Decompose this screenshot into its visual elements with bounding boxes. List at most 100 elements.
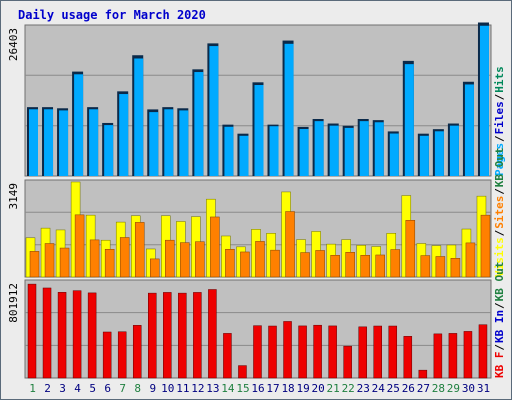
visits-panel-bar-sites-9	[150, 258, 160, 278]
visits-panel-bar-sites-10	[165, 239, 175, 278]
visits-panel-bar-sites-2	[44, 243, 55, 278]
x-tick-label-16: 16	[251, 382, 264, 395]
visits-panel-bar-sites-26	[405, 220, 416, 278]
kbytes-panel-bar-kbf-9	[148, 292, 157, 379]
hits-panel-bar-files-27	[419, 135, 429, 176]
visits-panel-legend-separator-1: /	[493, 229, 506, 236]
x-tick-label-30: 30	[462, 382, 475, 395]
visits-panel-bar-sites-19	[300, 252, 310, 278]
x-tick-label-23: 23	[357, 382, 370, 395]
hits-panel-legend-hits: Hits	[493, 66, 506, 93]
visits-panel-legend-kb-out: KB Out	[493, 147, 506, 187]
chart-title: Daily usage for March 2020	[18, 8, 206, 22]
x-tick-label-28: 28	[432, 382, 445, 395]
hits-panel-bar-files-19	[299, 129, 309, 176]
hits-panel-legend-separator-1: /	[493, 135, 506, 142]
hits-panel-bar-files-1	[29, 109, 38, 176]
hits-panel-bar-files-24	[374, 122, 384, 176]
kbytes-panel-bar-kbf-4	[72, 290, 82, 379]
kbytes-panel-bar-kbf-15	[238, 365, 247, 379]
hits-panel-bar-files-5	[89, 109, 99, 176]
visits-panel-bar-sites-13	[210, 216, 220, 278]
x-tick-label-11: 11	[176, 382, 189, 395]
visits-panel-legend-visits: Visits	[493, 237, 506, 277]
x-tick-label-5: 5	[89, 382, 96, 395]
x-tick-label-4: 4	[74, 382, 81, 395]
kbytes-panel-bar-kbf-7	[117, 331, 127, 379]
hits-panel-bar-files-11	[179, 110, 189, 176]
x-tick-label-17: 17	[266, 382, 279, 395]
kbytes-panel-legend-separator-1: /	[493, 344, 506, 351]
kbytes-panel-bar-kbf-25	[388, 325, 398, 379]
kbytes-panel-bar-kbf-12	[193, 292, 202, 379]
hits-panel-max-label: 26403	[7, 28, 20, 61]
hits-panel-bar-files-12	[194, 72, 204, 176]
visits-panel-bar-sites-7	[119, 237, 130, 278]
x-tick-label-2: 2	[44, 382, 51, 395]
hits-panel-bar-files-23	[359, 121, 369, 176]
hits-panel-bar-files-29	[449, 125, 459, 176]
hits-panel-legend-separator-2: /	[493, 93, 506, 100]
visits-panel-bar-sites-31	[480, 214, 491, 278]
hits-panel-bar-files-13	[209, 46, 219, 176]
hits-panel-bar-files-4	[74, 74, 84, 176]
x-tick-label-19: 19	[296, 382, 309, 395]
visits-panel-bar-sites-28	[435, 256, 446, 278]
hits-panel-bar-files-15	[239, 135, 249, 176]
x-tick-label-10: 10	[161, 382, 174, 395]
hits-panel-bar-files-17	[269, 126, 279, 176]
visits-panel-bar-sites-17	[270, 249, 280, 278]
x-tick-label-31: 31	[477, 382, 490, 395]
x-tick-label-24: 24	[372, 382, 386, 395]
kbytes-panel-bar-kbf-5	[87, 292, 97, 379]
hits-panel-bar-files-6	[104, 125, 114, 176]
kbytes-panel-bar-kbf-13	[208, 289, 217, 379]
x-tick-label-18: 18	[281, 382, 294, 395]
hits-panel-bar-files-30	[464, 84, 474, 176]
hits-panel-bar-files-31	[479, 25, 489, 176]
kbytes-panel-bar-kbf-28	[433, 333, 443, 379]
hits-panel-bar-files-2	[44, 109, 54, 176]
kbytes-panel-bar-kbf-6	[102, 331, 112, 379]
x-tick-label-25: 25	[387, 382, 400, 395]
visits-panel-legend-sites: Sites	[493, 196, 506, 229]
x-tick-label-1: 1	[29, 382, 36, 395]
kbytes-panel-bar-kbf-3	[57, 292, 67, 379]
visits-panel-bar-sites-12	[195, 241, 205, 278]
x-tick-label-21: 21	[327, 382, 340, 395]
hits-panel-bar-files-20	[314, 121, 324, 176]
hits-panel-bar-files-26	[404, 64, 414, 176]
kbytes-panel-legend-separator-2: /	[493, 302, 506, 309]
hits-panel-bar-files-14	[224, 126, 234, 176]
x-tick-label-29: 29	[447, 382, 460, 395]
kbytes-panel-bar-kbf-23	[358, 326, 367, 379]
hits-panel-bar-files-21	[329, 125, 339, 176]
kbytes-panel-bar-kbf-1	[27, 283, 37, 379]
x-tick-label-15: 15	[236, 382, 249, 395]
x-tick-label-14: 14	[221, 382, 235, 395]
hits-panel-legend-pages: Pages	[493, 143, 506, 176]
visits-panel-bar-sites-25	[390, 249, 401, 278]
hits-panel-bar-files-8	[134, 58, 144, 176]
x-tick-label-26: 26	[402, 382, 415, 395]
kbytes-panel-bar-kbf-29	[448, 333, 458, 379]
visits-panel-legend-separator-2: /	[493, 188, 506, 195]
visits-panel-bar-sites-24	[375, 254, 385, 278]
kbytes-panel-bar-kbf-10	[163, 292, 172, 379]
kbytes-panel-bar-kbf-20	[313, 324, 322, 379]
visits-panel-bar-sites-4	[74, 214, 85, 278]
x-tick-label-27: 27	[417, 382, 430, 395]
hits-panel-bar-files-3	[59, 110, 69, 176]
x-tick-label-8: 8	[134, 382, 141, 395]
visits-panel-bar-sites-11	[180, 242, 190, 278]
kbytes-panel-bar-kbf-31	[478, 324, 488, 379]
hits-panel-bar-files-18	[284, 43, 294, 177]
kbytes-panel-bar-kbf-30	[463, 331, 473, 379]
kbytes-panel-bar-kbf-22	[343, 345, 352, 379]
visits-panel-bar-sites-23	[360, 255, 370, 278]
kbytes-panel-bar-kbf-26	[403, 336, 413, 379]
visits-panel-bar-sites-20	[315, 250, 325, 278]
visits-panel-bar-sites-16	[255, 241, 265, 278]
x-tick-label-6: 6	[104, 382, 111, 395]
x-tick-label-7: 7	[119, 382, 126, 395]
